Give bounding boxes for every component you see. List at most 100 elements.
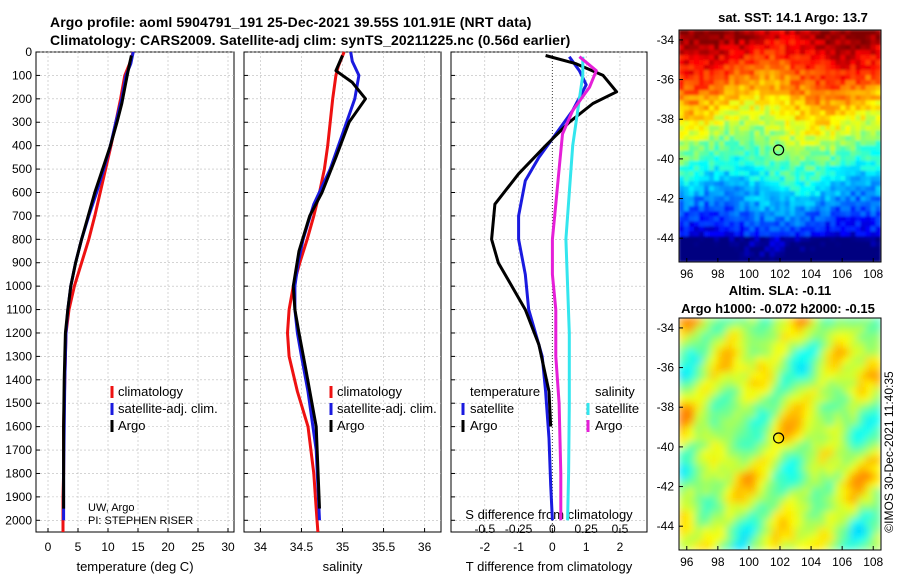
field-cell bbox=[719, 175, 725, 182]
field-cell bbox=[748, 503, 757, 512]
field-cell bbox=[789, 155, 796, 162]
field-cell bbox=[803, 541, 812, 550]
field-cell bbox=[875, 30, 881, 36]
field-cell bbox=[754, 110, 761, 117]
field-cell bbox=[795, 472, 804, 481]
field-cell bbox=[679, 340, 688, 350]
field-cell bbox=[709, 418, 719, 427]
field-cell bbox=[803, 441, 812, 450]
field-cell bbox=[686, 526, 695, 535]
field-cell bbox=[815, 120, 821, 127]
field-cell bbox=[698, 251, 705, 258]
field-cell bbox=[756, 518, 765, 528]
field-cell bbox=[865, 480, 874, 489]
field-cell bbox=[787, 541, 796, 550]
field-cell bbox=[799, 100, 806, 106]
field-cell bbox=[810, 110, 816, 117]
field-cell bbox=[799, 165, 806, 172]
field-cell bbox=[855, 59, 862, 66]
field-cell bbox=[740, 487, 750, 497]
field-cell bbox=[779, 49, 786, 56]
field-cell bbox=[810, 541, 820, 550]
field-cell bbox=[855, 221, 862, 227]
field-cell bbox=[703, 120, 710, 127]
field-cell bbox=[754, 30, 761, 36]
field-cell bbox=[769, 39, 776, 46]
field-cell bbox=[834, 480, 843, 489]
field-cell bbox=[754, 105, 761, 111]
argo-location-marker bbox=[773, 432, 785, 444]
field-cell bbox=[693, 226, 700, 233]
field-cell bbox=[734, 70, 740, 76]
field-cell bbox=[789, 75, 796, 81]
field-cell bbox=[734, 100, 740, 106]
field-cell bbox=[820, 175, 826, 182]
field-cell bbox=[729, 201, 735, 207]
field-cell bbox=[771, 441, 781, 450]
field-cell bbox=[683, 175, 690, 182]
field-cell bbox=[702, 395, 711, 404]
field-cell bbox=[734, 34, 740, 41]
field-cell bbox=[818, 456, 827, 466]
field-cell bbox=[810, 387, 820, 396]
field-cell bbox=[719, 110, 725, 117]
field-cell bbox=[795, 356, 804, 365]
field-cell bbox=[875, 65, 881, 71]
field-cell bbox=[795, 534, 804, 543]
field-cell bbox=[698, 135, 705, 142]
field-cell bbox=[820, 85, 826, 91]
field-cell bbox=[810, 130, 816, 137]
field-cell bbox=[779, 39, 786, 46]
field-cell bbox=[771, 472, 781, 481]
field-cell bbox=[857, 495, 866, 504]
field-cell bbox=[734, 44, 740, 51]
field-cell bbox=[803, 340, 812, 350]
field-cell bbox=[850, 221, 857, 227]
field-cell bbox=[749, 100, 756, 106]
field-cell bbox=[865, 44, 872, 51]
field-cell bbox=[725, 480, 734, 489]
field-cell bbox=[717, 441, 726, 450]
field-cell bbox=[849, 433, 858, 443]
field-cell bbox=[804, 145, 811, 152]
field-cell bbox=[825, 145, 831, 152]
field-cell bbox=[733, 472, 742, 481]
field-cell bbox=[719, 90, 725, 96]
field-cell bbox=[872, 449, 881, 458]
field-cell bbox=[845, 145, 851, 152]
field-cell bbox=[709, 387, 719, 396]
field-cell bbox=[870, 175, 877, 182]
field-cell bbox=[729, 30, 735, 36]
field-cell bbox=[694, 433, 703, 443]
field-cell bbox=[875, 206, 881, 212]
field-cell bbox=[769, 186, 776, 192]
field-cell bbox=[759, 211, 766, 217]
field-cell bbox=[825, 100, 831, 106]
field-cell bbox=[764, 487, 773, 497]
field-cell bbox=[820, 196, 826, 202]
field-cell bbox=[729, 130, 735, 137]
field-cell bbox=[693, 65, 700, 71]
field-cell bbox=[774, 196, 781, 202]
field-cell bbox=[810, 526, 820, 535]
field-cell bbox=[764, 425, 773, 435]
field-cell bbox=[774, 221, 781, 227]
field-cell bbox=[865, 160, 872, 167]
field-cell bbox=[830, 90, 836, 96]
field-cell bbox=[875, 175, 881, 182]
field-cell bbox=[694, 340, 703, 350]
field-cell bbox=[709, 201, 715, 207]
field-cell bbox=[754, 175, 761, 182]
field-cell bbox=[779, 85, 786, 91]
field-cell bbox=[703, 216, 710, 222]
field-cell bbox=[749, 191, 756, 197]
field-cell bbox=[703, 54, 710, 61]
field-cell bbox=[870, 110, 877, 117]
field-cell bbox=[714, 206, 720, 212]
field-cell bbox=[686, 325, 695, 334]
field-cell bbox=[826, 441, 835, 450]
field-cell bbox=[850, 226, 857, 233]
field-cell bbox=[693, 80, 700, 86]
field-cell bbox=[875, 251, 881, 258]
field-cell bbox=[865, 170, 872, 177]
